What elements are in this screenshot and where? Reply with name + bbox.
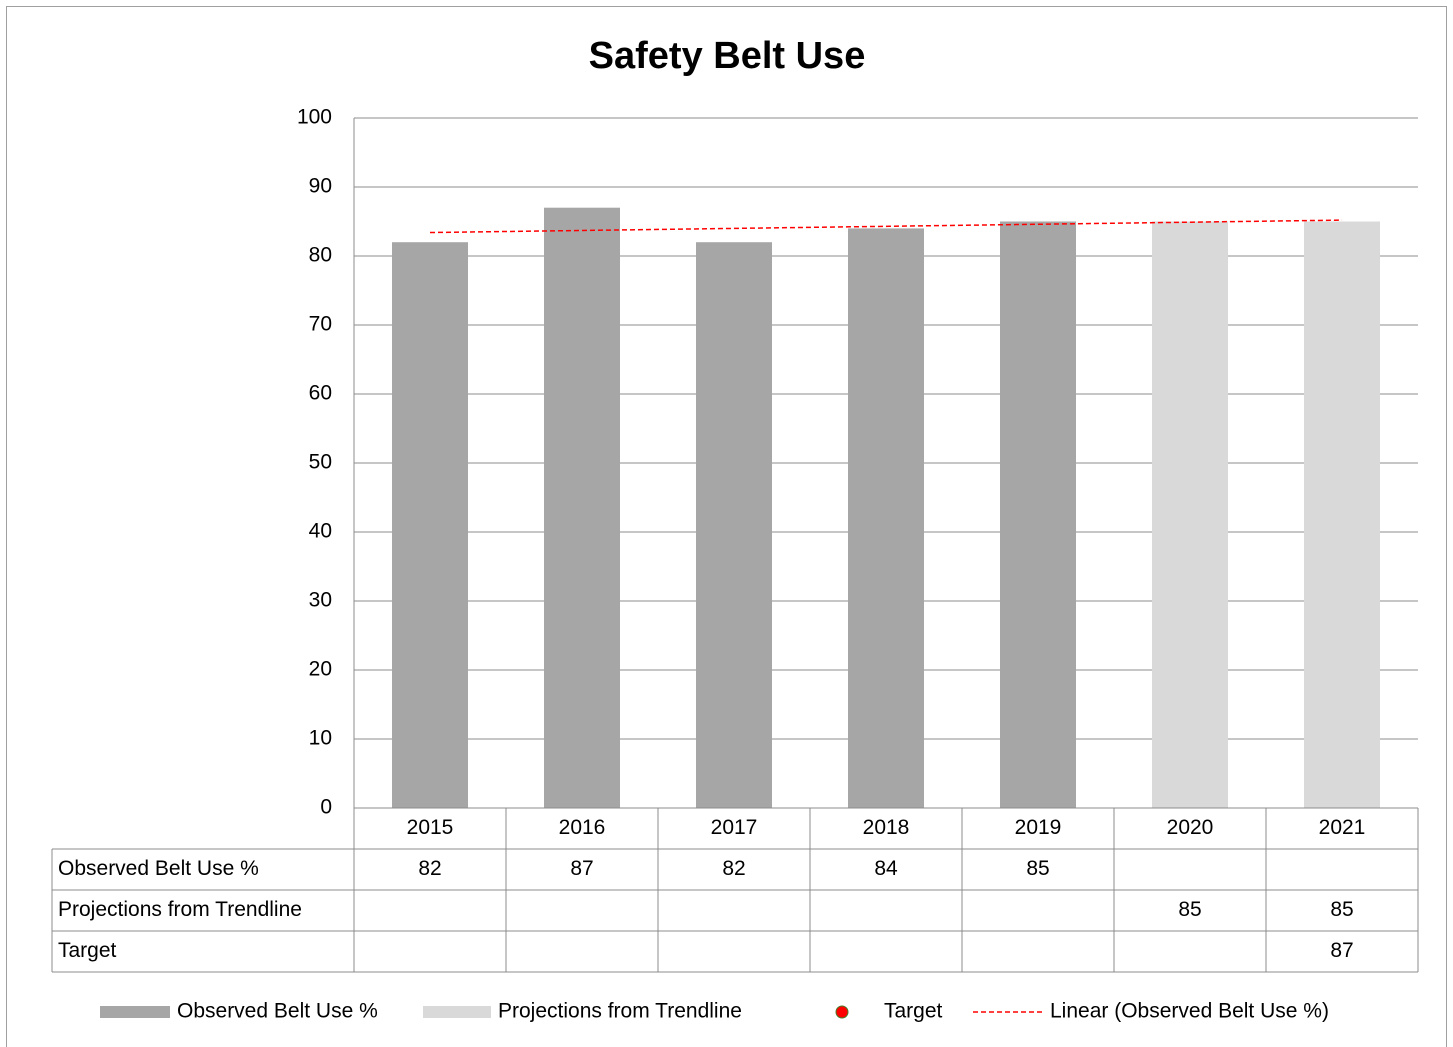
bar	[544, 207, 620, 808]
y-tick-label: 70	[309, 313, 332, 336]
bar	[696, 242, 772, 808]
table-row-label: Target	[58, 939, 117, 962]
bar	[848, 228, 924, 808]
table-row-label: Observed Belt Use %	[58, 857, 259, 880]
y-tick-label: 60	[309, 382, 332, 405]
y-tick-label: 90	[309, 175, 332, 198]
table-cell: 85	[1178, 898, 1201, 921]
y-tick-label: 0	[320, 796, 332, 819]
x-tick-label: 2016	[559, 816, 606, 839]
table-cell: 87	[1330, 939, 1353, 962]
y-tick-label: 100	[297, 106, 332, 129]
x-tick-label: 2021	[1319, 816, 1366, 839]
bar	[1304, 221, 1380, 808]
table-row-label: Projections from Trendline	[58, 898, 302, 921]
y-tick-label: 80	[309, 244, 332, 267]
legend-swatch	[423, 1006, 491, 1018]
legend-label: Target	[884, 1000, 943, 1023]
y-tick-label: 10	[309, 727, 332, 750]
y-tick-label: 40	[309, 520, 332, 543]
x-tick-label: 2018	[863, 816, 910, 839]
chart-title: Safety Belt Use	[589, 35, 866, 77]
legend-marker	[835, 1005, 849, 1019]
y-tick-label: 20	[309, 658, 332, 681]
x-tick-label: 2017	[711, 816, 758, 839]
table-cell: 84	[874, 857, 898, 880]
bar	[392, 242, 468, 808]
table-cell: 85	[1330, 898, 1353, 921]
x-tick-label: 2015	[407, 816, 454, 839]
bar	[1152, 221, 1228, 808]
legend-swatch	[100, 1006, 170, 1018]
y-tick-label: 30	[309, 589, 332, 612]
legend-label: Observed Belt Use %	[177, 1000, 378, 1023]
table-cell: 82	[418, 857, 441, 880]
x-tick-label: 2019	[1015, 816, 1062, 839]
legend-label: Linear (Observed Belt Use %)	[1050, 1000, 1329, 1023]
table-cell: 82	[722, 857, 745, 880]
table-cell: 87	[570, 857, 593, 880]
x-tick-label: 2020	[1167, 816, 1214, 839]
bar	[1000, 221, 1076, 808]
legend-label: Projections from Trendline	[498, 1000, 742, 1023]
y-tick-label: 50	[309, 451, 332, 474]
table-cell: 85	[1026, 857, 1049, 880]
trendline	[429, 219, 1343, 234]
